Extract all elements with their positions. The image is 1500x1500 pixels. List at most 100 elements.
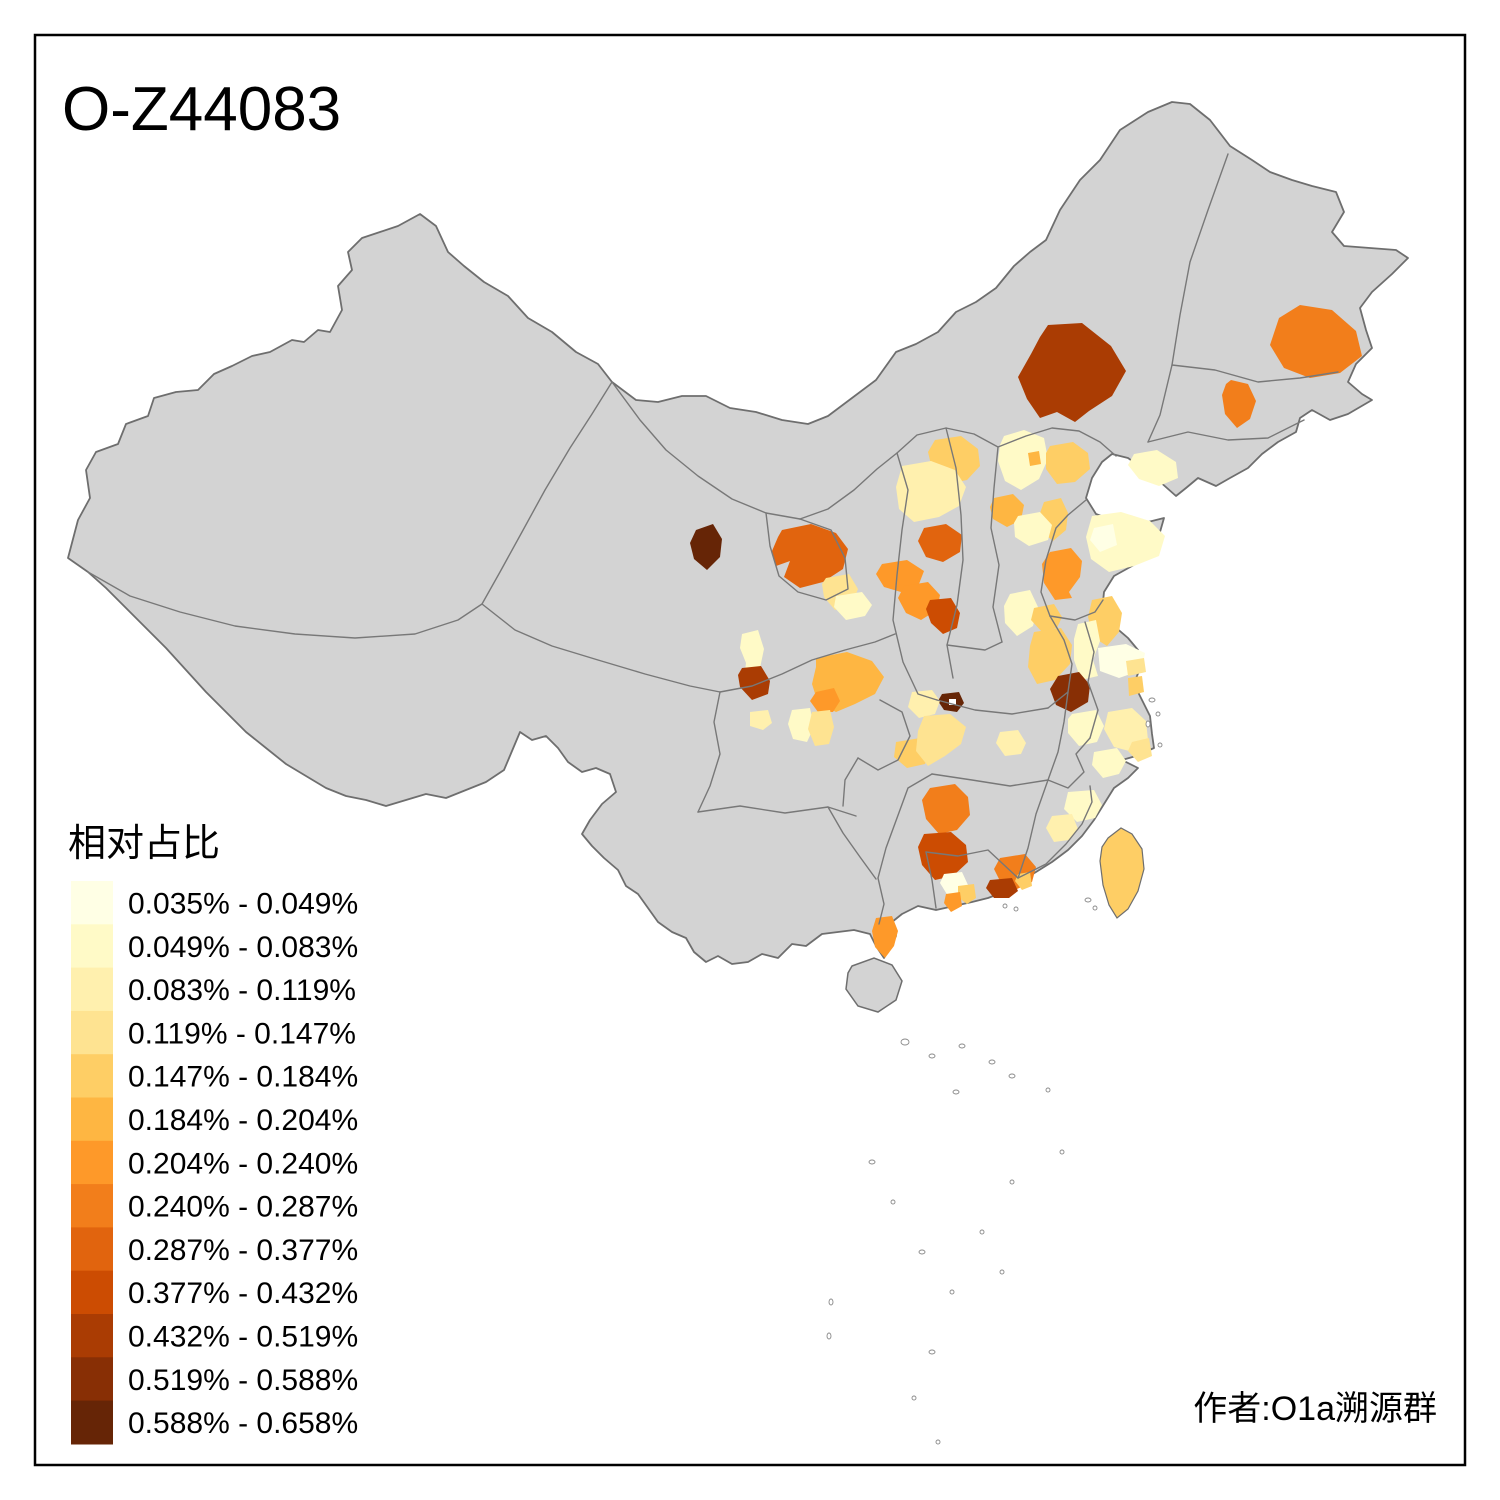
map-region-r16 — [1004, 590, 1038, 636]
map-region-r18 — [1028, 628, 1072, 684]
islet — [911, 1395, 917, 1401]
legend-swatch — [71, 1054, 113, 1099]
map-region-r01 — [1270, 305, 1362, 378]
islet — [1002, 903, 1008, 909]
province-borders — [87, 153, 1339, 925]
legend-label: 0.119% - 0.147% — [128, 1017, 356, 1050]
map-region-r37 — [738, 666, 770, 700]
islet — [935, 1439, 941, 1445]
map-region-r08 — [1046, 442, 1090, 484]
map-region-r09 — [1128, 450, 1178, 486]
map-region-r42 — [808, 710, 834, 746]
islet — [928, 1349, 936, 1355]
legend-label: 0.035% - 0.049% — [128, 888, 358, 921]
map-region-r41 — [788, 708, 814, 742]
legend-swatch — [71, 967, 113, 1012]
map-region-r24 — [1050, 672, 1090, 712]
page-title: O-Z44083 — [62, 75, 341, 144]
islet — [828, 1298, 834, 1306]
islet — [826, 1332, 832, 1340]
legend-swatch — [71, 924, 113, 969]
map-region-r12 — [1014, 512, 1052, 546]
islet — [868, 1159, 876, 1165]
sea-islets — [826, 697, 1163, 1445]
islet — [918, 1249, 926, 1255]
map-region-r07 — [1028, 451, 1041, 466]
islet — [1084, 897, 1092, 903]
map-region-r58 — [872, 916, 898, 958]
legend-swatch — [71, 1400, 113, 1445]
islet — [1145, 720, 1151, 728]
map-region-r15 — [1042, 548, 1082, 600]
legend-swatch — [71, 1227, 113, 1272]
map-region-r17 — [1031, 604, 1062, 632]
islet — [952, 1089, 960, 1095]
map-region-r61 — [1099, 827, 1145, 919]
legend-swatch — [71, 1270, 113, 1315]
map-region-r28 — [690, 524, 722, 570]
china-map — [67, 101, 1409, 1445]
legend-swatch — [71, 1097, 113, 1142]
islet — [1059, 1149, 1065, 1155]
mainland-outline — [67, 101, 1409, 965]
legend-swatch — [71, 1357, 113, 1402]
map-region-r39 — [810, 688, 840, 712]
map-region-r49 — [922, 784, 970, 834]
map-region-r47 — [916, 714, 966, 766]
legend-label: 0.519% - 0.588% — [128, 1364, 358, 1397]
legend: 相对占比 0.035% - 0.049% 0.049% - 0.083% 0.083… — [68, 823, 358, 1445]
map-region-r33 — [876, 560, 924, 592]
map-region-r06 — [998, 430, 1048, 490]
islet — [1157, 742, 1163, 748]
legend-label: 0.049% - 0.083% — [128, 931, 358, 964]
map-region-r53 — [944, 892, 962, 912]
islet — [1155, 711, 1161, 717]
map-regions — [690, 305, 1362, 958]
map-region-r48 — [996, 730, 1026, 756]
map-region-r02 — [1222, 380, 1256, 428]
map-region-r10 — [990, 494, 1024, 527]
legend-label: 0.083% - 0.119% — [128, 974, 356, 1007]
legend-swatch — [71, 1140, 113, 1185]
map-region-r60 — [1046, 814, 1078, 842]
map-region-r56 — [986, 878, 1018, 898]
legend-label: 0.147% - 0.184% — [128, 1061, 358, 1094]
map-region-r40 — [750, 710, 772, 730]
legend-label: 0.377% - 0.432% — [128, 1277, 358, 1310]
map-region-r46 — [908, 690, 940, 718]
legend-swatch — [71, 881, 113, 925]
legend-items: 0.035% - 0.049% 0.049% - 0.083% 0.083% - 0… — [71, 881, 358, 1445]
map-region-r27 — [1128, 738, 1152, 762]
map-region-r50 — [918, 832, 968, 880]
legend-swatch — [71, 1184, 113, 1228]
islet — [979, 1229, 985, 1235]
hainan-island — [845, 957, 903, 1013]
map-region-r59 — [1092, 748, 1126, 778]
legend-swatch — [71, 1314, 113, 1358]
legend-label: 0.432% - 0.519% — [128, 1321, 358, 1354]
legend-label: 0.588% - 0.658% — [128, 1407, 358, 1440]
islet — [1045, 1087, 1051, 1093]
map-region-r03 — [1018, 323, 1126, 422]
islet — [1013, 906, 1019, 912]
islet — [890, 1199, 896, 1205]
islet — [988, 1059, 996, 1065]
islet — [949, 1289, 955, 1295]
islet — [1092, 905, 1098, 911]
map-region-r54 — [1064, 790, 1102, 822]
map-region-r32 — [918, 524, 962, 562]
map-region-r23 — [1128, 676, 1144, 696]
map-region-r52 — [958, 884, 976, 904]
map-region-r31 — [834, 592, 872, 620]
plot-frame — [33, 33, 1467, 1467]
legend-label: 0.184% - 0.204% — [128, 1104, 358, 1137]
islet — [900, 1038, 910, 1046]
islet — [928, 1053, 936, 1059]
legend-title: 相对占比 — [68, 823, 220, 865]
islet — [1148, 697, 1156, 703]
legend-label: 0.204% - 0.240% — [128, 1147, 358, 1180]
map-region-r57 — [1015, 872, 1032, 890]
islet — [1008, 1073, 1016, 1079]
